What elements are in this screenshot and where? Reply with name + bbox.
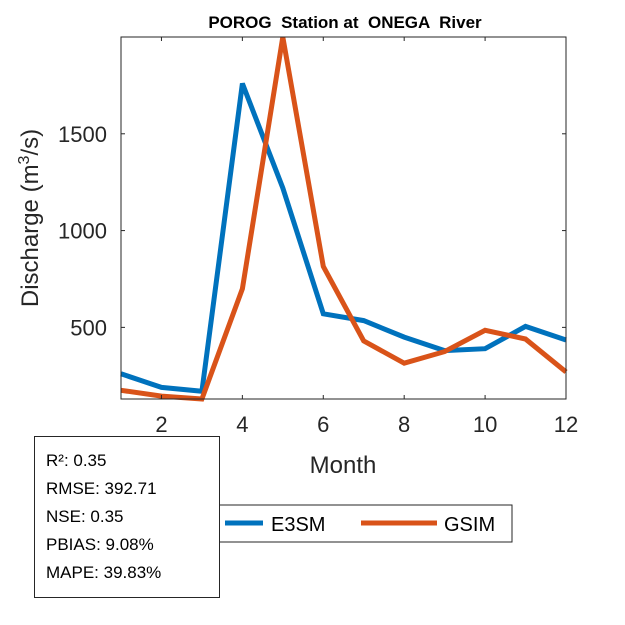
x-tick-label: 6	[317, 412, 329, 437]
x-tick-label: 2	[155, 412, 167, 437]
x-tick-label: 8	[398, 412, 410, 437]
pbias-stat: PBIAS: 9.08%	[46, 535, 154, 554]
axes: 2 4 6 8 10 12 500 1000 1500	[58, 37, 578, 437]
plot-area	[121, 37, 566, 399]
mape-stat: MAPE: 39.83%	[46, 563, 162, 582]
series-line-e3sm	[120, 82, 567, 395]
legend-label-e3sm: E3SM	[271, 514, 325, 536]
y-tick-label: 500	[70, 315, 107, 340]
y-tick-label: 1000	[58, 219, 107, 244]
y-tick-label: 1500	[58, 122, 107, 147]
y-axis-label: Discharge (m3/s)	[16, 129, 44, 307]
x-tick-label: 4	[236, 412, 248, 437]
nse-stat: NSE: 0.35	[46, 507, 124, 526]
legend: E3SM GSIM	[215, 504, 513, 543]
plot-frame	[120, 36, 567, 400]
x-tick-label: 10	[473, 412, 497, 437]
x-axis-label: Month	[310, 452, 377, 479]
legend-label-gsim: GSIM	[444, 514, 495, 536]
rmse-stat: RMSE: 392.71	[46, 479, 157, 498]
r2-stat: R²: 0.35	[46, 451, 107, 470]
x-tick-label: 12	[554, 412, 578, 437]
chart-title: POROG Station at ONEGA River	[208, 13, 482, 32]
metrics-box: R²: 0.35 RMSE: 392.71 NSE: 0.35 PBIAS: 9…	[34, 436, 220, 598]
